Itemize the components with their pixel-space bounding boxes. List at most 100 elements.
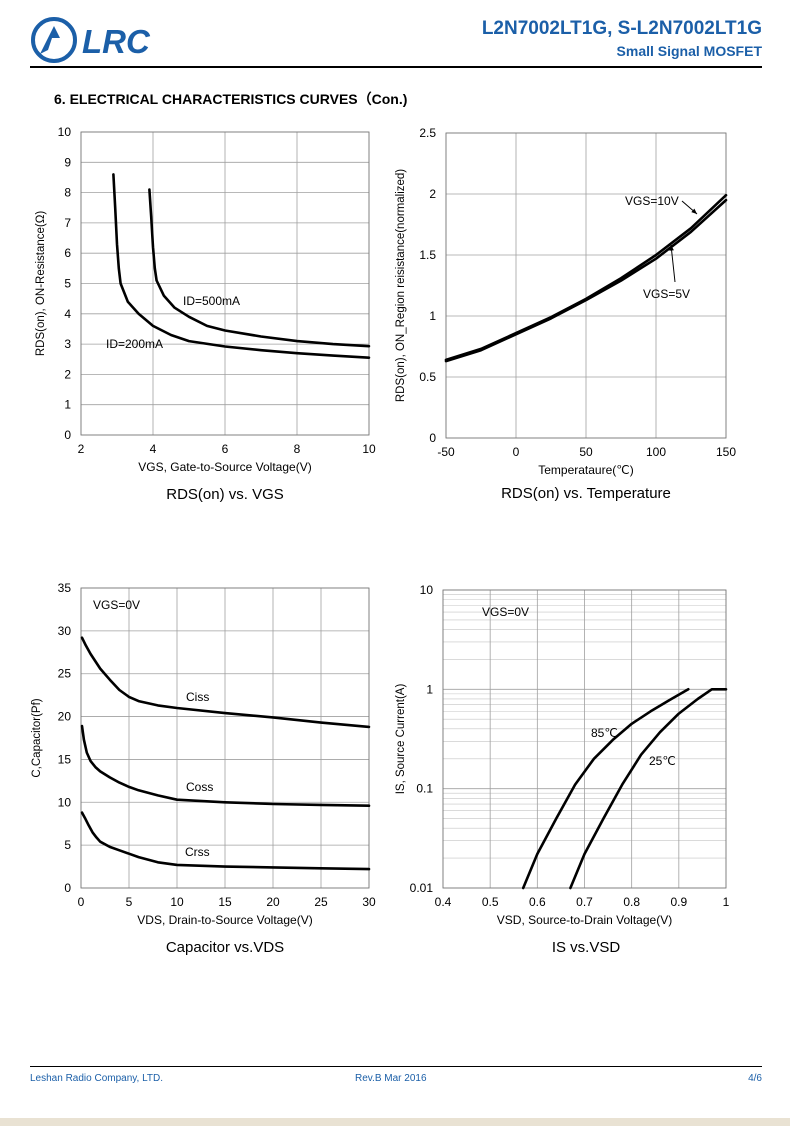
c2-y-tick-label: 10 — [58, 795, 72, 809]
c0-plot-frame — [80, 131, 370, 436]
c0-x-tick-label: 8 — [294, 442, 301, 456]
c1-y-tick-label: 2 — [429, 187, 436, 201]
c1-x-tick-label: 50 — [579, 445, 593, 459]
c1-y-tick-label: 0.5 — [419, 370, 436, 384]
c2-y-tick-label: 15 — [58, 752, 72, 766]
logo-ring-icon — [31, 17, 77, 63]
c0-x-tick-label: 2 — [78, 442, 85, 456]
c1-y-tick-label: 1.5 — [419, 248, 436, 262]
c0-y-tick-label: 4 — [64, 307, 71, 321]
c0-y-tick-label: 10 — [58, 125, 72, 139]
c2-series-crss — [80, 811, 371, 871]
c1-annotation-vgs-10v: VGS=10V — [625, 194, 679, 208]
c1-x-tick-label: 0 — [513, 445, 520, 459]
c1-annotation-arrow — [670, 244, 676, 283]
c3-y-tick-label: 10 — [420, 583, 434, 597]
c0-x-tick-label: 6 — [222, 442, 229, 456]
c1-annotation-arrowhead — [691, 208, 697, 214]
c1-x-tick-label: 100 — [646, 445, 666, 459]
chart-is-vs-vsd: 0.01 0.1 1 10 0.4 0.5 0.6 0.7 0.8 0.9 1 VSD, Source… — [395, 583, 730, 927]
c0-series-id-500ma — [148, 188, 371, 348]
c2-x-tick-label: 0 — [78, 895, 85, 909]
c0-y-tick-label: 0 — [64, 428, 71, 442]
c1-plot-frame — [445, 132, 727, 439]
c0-y-tick-label: 9 — [64, 155, 71, 169]
c3-annotation-25: 25℃ — [649, 754, 676, 768]
c1-series-vgs-5v — [444, 198, 728, 363]
c1-x-tick-label: 150 — [716, 445, 736, 459]
caption-capacitance-vs-vds: Capacitor vs.VDS — [165, 939, 285, 956]
c3-y-tick-label: 1 — [426, 682, 433, 696]
c0-y-tick-label: 3 — [64, 337, 71, 351]
chart-rds-vs-temperature: 00.511.522.5-50 0 50 100 150Temperataure(℃)R… — [395, 126, 736, 477]
header-divider — [30, 66, 762, 68]
c3-x-tick-label: 0.8 — [623, 895, 640, 909]
chart-capacitance-vs-vds: 0 5 10 15 20 25 30 35 0 5 10 15 20 25 30 VDS, Drain-to-… — [31, 581, 376, 927]
c0-y-tick-label: 6 — [64, 246, 71, 260]
c2-x-tick-label: 10 — [170, 895, 184, 909]
c1-y-tick-label: 2.5 — [419, 126, 436, 140]
c3-x-tick-label: 0.5 — [482, 895, 499, 909]
c2-y-tick-label: 25 — [58, 667, 72, 681]
c3-annotation-85: 85℃ — [591, 726, 618, 740]
chart-rds-vs-vgs: 0 1 2 3 4 5 6 7 8 9 10 2 4 6 8 10 VGS, Gate-to-Source Vo… — [35, 125, 376, 474]
c1-x-axis-label: Temperataure(℃) — [538, 463, 634, 477]
c2-y-tick-label: 30 — [58, 624, 72, 638]
c2-x-tick-label: 20 — [266, 895, 280, 909]
part-number: L2N7002LT1G, S-L2N7002LT1G — [481, 18, 762, 39]
logo-mark-icon — [40, 26, 60, 54]
c3-x-tick-label: 0.9 — [670, 895, 687, 909]
c1-y-axis-label: RDS(on), ON_Region reisistance(normalize… — [395, 169, 407, 402]
c0-y-tick-label: 1 — [64, 398, 71, 412]
c2-x-tick-label: 5 — [126, 895, 133, 909]
c2-x-tick-label: 15 — [218, 895, 232, 909]
c0-x-axis-label: VGS, Gate-to-Source Voltage(V) — [138, 460, 311, 474]
c0-x-tick-label: 10 — [362, 442, 376, 456]
c0-y-tick-label: 7 — [64, 216, 71, 230]
c3-y-tick-label: 0.01 — [410, 881, 434, 895]
c2-annotation-ciss: Ciss — [186, 690, 209, 704]
c0-annotation-id-200ma: ID=200mA — [106, 337, 163, 351]
c2-series-coss — [80, 724, 371, 807]
footer-company: Leshan Radio Company, LTD. — [30, 1073, 164, 1084]
c0-y-tick-label: 2 — [64, 367, 71, 381]
c2-y-tick-label: 35 — [58, 581, 72, 595]
c3-x-tick-label: 0.4 — [435, 895, 452, 909]
c2-series-ciss — [80, 636, 371, 729]
c3-x-axis-label: VSD, Source-to-Drain Voltage(V) — [497, 913, 672, 927]
section-title: 6. ELECTRICAL CHARACTERISTICS CURVES（Con… — [54, 91, 408, 107]
c1-x-tick-label: -50 — [437, 445, 455, 459]
lrc-logo: LRC — [31, 17, 151, 63]
c3-plot-frame — [442, 589, 727, 889]
c3-x-tick-label: 0.7 — [576, 895, 593, 909]
c1-annotation-vgs-5v: VGS=5V — [643, 287, 690, 301]
c3-x-tick-label: 1 — [723, 895, 730, 909]
footer-divider — [30, 1066, 762, 1067]
document-title: L2N7002LT1G, S-L2N7002LT1G Small Signal … — [482, 18, 762, 60]
c2-x-axis-label: VDS, Drain-to-Source Voltage(V) — [137, 913, 312, 927]
c2-y-tick-label: 5 — [64, 838, 71, 852]
c0-x-tick-label: 4 — [150, 442, 157, 456]
c0-y-tick-label: 8 — [64, 186, 71, 200]
c0-y-tick-label: 5 — [64, 277, 71, 291]
c2-x-tick-label: 25 — [314, 895, 328, 909]
c3-y-axis-label: IS, Source Current(A) — [395, 684, 407, 795]
caption-rds-vs-temperature: RDS(on) vs. Temperature — [501, 485, 671, 502]
c3-series-85 — [521, 688, 690, 890]
document-subtitle: Small Signal MOSFET — [616, 43, 762, 59]
c2-annotation-coss: Coss — [186, 780, 213, 794]
footer-revision: Rev.B Mar 2016 — [355, 1073, 427, 1084]
c0-y-axis-label: RDS(on), ON-Resistance(Ω) — [35, 211, 47, 357]
c3-y-tick-label: 0.1 — [416, 782, 433, 796]
c3-x-tick-label: 0.6 — [529, 895, 546, 909]
c2-annotation-crss: Crss — [185, 845, 210, 859]
c1-y-tick-label: 1 — [429, 309, 436, 323]
c2-y-axis-label: C,Capacitor(Pf) — [31, 698, 43, 777]
c0-annotation-id-500ma: ID=500mA — [183, 294, 240, 308]
c3-annotation-vgs-0v: VGS=0V — [482, 605, 529, 619]
c2-x-tick-label: 30 — [362, 895, 376, 909]
c2-y-tick-label: 20 — [58, 710, 72, 724]
bottom-band — [0, 1118, 790, 1126]
c0-series-id-200ma — [112, 173, 371, 359]
c2-plot-frame — [80, 587, 370, 889]
